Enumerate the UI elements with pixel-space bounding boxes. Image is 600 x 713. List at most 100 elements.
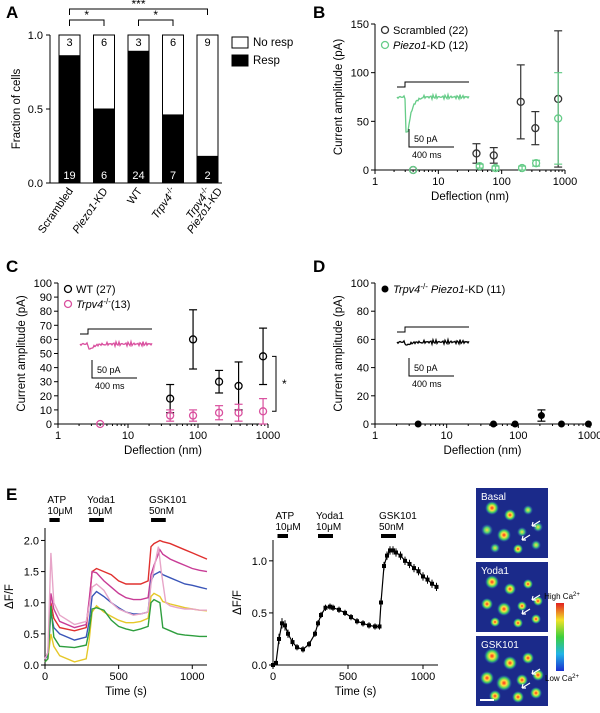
a-y-label: Fraction of cells xyxy=(11,68,23,149)
a-y-tick-label: 0.0 xyxy=(28,178,43,190)
b-point xyxy=(554,114,563,123)
c-x-tick-label: 1 xyxy=(55,430,61,442)
b-legend-label: Scrambled (22) xyxy=(393,25,468,37)
c-point xyxy=(234,408,243,417)
e2-point xyxy=(367,623,371,628)
imaging-cell xyxy=(517,527,527,537)
e2-point xyxy=(434,584,439,589)
imaging-arrow xyxy=(521,608,531,615)
d-inset-trace xyxy=(396,337,470,347)
imaging-arrow xyxy=(521,682,531,689)
e2-point xyxy=(271,663,275,667)
b-inset-stimulus xyxy=(397,81,469,88)
imaging-cell xyxy=(504,583,516,595)
c-y-tick-label: 70 xyxy=(40,320,52,332)
c-y-tick-label: 100 xyxy=(34,278,52,290)
a-count-resp: 6 xyxy=(101,170,107,182)
imaging-cell xyxy=(517,601,527,611)
c-point xyxy=(214,408,224,417)
b-point xyxy=(531,159,541,168)
e2-point xyxy=(290,640,295,645)
colorbar-high-label: High Ca2+ xyxy=(544,592,580,601)
imaging-cell xyxy=(503,656,517,670)
b-point xyxy=(517,163,527,173)
a-y-tick-label: 1.0 xyxy=(28,30,43,42)
e1-y-tick-label: 1.0 xyxy=(24,598,39,610)
a-count-noresp: 9 xyxy=(204,37,210,49)
c-point xyxy=(165,394,175,403)
a-y-tick-label: 0.5 xyxy=(28,104,43,116)
b-x-tick-label: 1000 xyxy=(553,176,577,188)
c-x-tick-label: 10 xyxy=(122,430,134,442)
c-inset-scale-time: 400 ms xyxy=(95,381,125,391)
c-x-tick-label: 1000 xyxy=(256,430,280,442)
c-y-tick-label: 50 xyxy=(40,349,52,361)
panel-label-e: E xyxy=(6,485,17,504)
e2-point xyxy=(277,636,281,641)
e2-point xyxy=(313,631,317,636)
e2-point xyxy=(391,548,395,553)
e2-x-tick-label: 500 xyxy=(339,671,357,683)
imaging-cell xyxy=(490,617,500,627)
e1-y-tick-label: 2.0 xyxy=(24,535,39,547)
imaging-label-basal: Basal xyxy=(481,492,506,503)
a-count-resp: 2 xyxy=(204,170,210,182)
imaging-cell xyxy=(516,674,528,686)
imaging-cell xyxy=(485,501,499,515)
e2-point xyxy=(280,621,284,626)
e2-y-tick-label: 0.0 xyxy=(252,660,267,672)
d-x-tick-label: 1000 xyxy=(578,430,600,442)
c-y-tick-label: 80 xyxy=(40,306,52,318)
e2-point xyxy=(355,619,359,624)
panel-label-b: B xyxy=(313,3,325,22)
e2-x-tick-label: 1000 xyxy=(411,671,435,683)
e1-stimulus-name: ATP xyxy=(47,495,66,506)
a-category-label: Piezo1-KD xyxy=(70,186,110,236)
e2-point xyxy=(349,615,353,620)
a-legend-swatch-resp xyxy=(231,54,249,67)
e1-x-label: Time (s) xyxy=(105,686,147,698)
c-legend-marker xyxy=(63,299,73,309)
e2-point xyxy=(403,558,407,563)
a-category-label: Trpv4-/- xyxy=(148,184,180,221)
c-point xyxy=(188,335,198,344)
e2-stimulus-conc: 10μM xyxy=(276,522,301,533)
e1-x-tick-label: 0 xyxy=(42,671,48,683)
a-count-resp: 19 xyxy=(63,170,75,182)
e2-y-tick-label: 1.0 xyxy=(252,556,267,568)
d-inset-stimulus xyxy=(397,326,469,333)
e2-point xyxy=(319,613,323,617)
e2-stimulus-name: Yoda1 xyxy=(316,511,344,522)
imaging-cell xyxy=(523,505,533,515)
a-count-noresp: 6 xyxy=(101,37,107,49)
a-bar-noresp xyxy=(93,34,115,110)
e2-point xyxy=(382,564,386,569)
imaging-cell xyxy=(531,614,541,624)
c-point xyxy=(188,411,198,420)
imaging-cell xyxy=(523,579,533,589)
e1-series-line xyxy=(44,598,207,663)
imaging-arrow xyxy=(531,594,541,601)
c-y-tick-label: 10 xyxy=(40,405,52,417)
a-significance-label: * xyxy=(84,8,89,22)
a-bar-resp xyxy=(58,55,81,184)
b-point xyxy=(516,97,525,107)
a-count-resp: 7 xyxy=(170,170,176,182)
d-inset-scale-current: 50 pA xyxy=(414,363,438,373)
a-legend-noresp: No resp xyxy=(253,37,293,49)
c-point xyxy=(234,381,243,391)
imaging-cell xyxy=(497,602,511,616)
imaging-cells xyxy=(480,501,544,703)
d-point xyxy=(511,420,519,428)
a-count-noresp: 6 xyxy=(170,37,176,49)
b-inset-scale-current: 50 pA xyxy=(414,134,438,144)
a-significance-bracket xyxy=(138,19,174,26)
b-x-tick-label: 10 xyxy=(432,176,444,188)
d-x-label: Deflection (nm) xyxy=(444,445,522,457)
e2-point xyxy=(377,624,382,629)
e2-point xyxy=(316,621,320,626)
c-point xyxy=(258,407,268,416)
e2-point xyxy=(407,561,412,566)
